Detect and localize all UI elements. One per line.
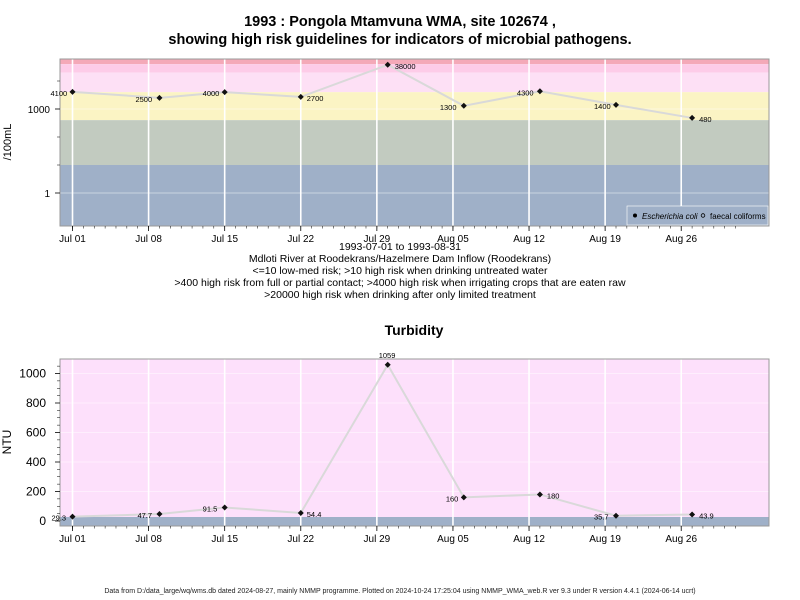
turbidity-plot-border	[59, 358, 770, 527]
micro-y-tick-label: 1000	[28, 105, 51, 116]
legend-ecoli-label: Escherichia coli	[642, 212, 698, 221]
legend-faecal-label: faecal coliforms	[710, 212, 766, 221]
micro-x-tick-label: Aug 19	[589, 234, 621, 245]
turbidity-gridlines	[60, 359, 769, 526]
turbidity-point	[689, 511, 696, 518]
ecoli-data-label: 4100	[51, 89, 68, 98]
ecoli-point	[460, 102, 467, 109]
ecoli-point	[156, 94, 163, 101]
turbidity-y-tick-label: 200	[26, 485, 46, 499]
turbidity-x-tick-label: Aug 05	[437, 534, 469, 545]
turbidity-x-tick-label: Aug 12	[513, 534, 545, 545]
turbidity-x-tick-label: Jul 08	[135, 534, 162, 545]
turbidity-point	[297, 509, 304, 516]
ecoli-point	[689, 114, 696, 121]
turbidity-x-axis: Jul 01 Jul 08 Jul 15 Jul 22 Jul 29 Aug 05 Aug …	[59, 526, 736, 545]
micro-x-tick-label: Jul 22	[287, 234, 314, 245]
ecoli-point	[69, 88, 76, 95]
risk-band	[60, 64, 769, 73]
turbidity-x-tick-label: Aug 26	[665, 534, 697, 545]
subtitle-risk-3: >20000 high risk when drinking after onl…	[264, 289, 536, 301]
risk-bands	[60, 59, 769, 226]
turbidity-y-tick-label: 800	[26, 396, 46, 410]
ecoli-point	[384, 61, 391, 68]
chart-title-line1: 1993 : Pongola Mtamvuna WMA, site 102674…	[244, 14, 556, 30]
turbidity-series: 29.3 47.7 91.5 54.4 1059 160 180 35.7 43.9	[52, 351, 714, 523]
ecoli-data-label: 2700	[307, 94, 324, 103]
micro-x-tick-label: Jul 29	[364, 234, 391, 245]
micro-x-tick-label: Aug 12	[513, 234, 545, 245]
turbidity-background	[60, 359, 769, 526]
turbidity-chart: Turbidity 0 200 400 600 800 1000 Jul 01 Jul 08…	[0, 322, 770, 545]
turbidity-y-tick-label: 0	[39, 514, 46, 528]
ecoli-data-label: 4000	[203, 89, 220, 98]
ecoli-point	[297, 93, 304, 100]
risk-band	[60, 59, 769, 65]
micro-y-axis-label: /100mL	[2, 124, 14, 161]
micro-y-tick-label: 1	[44, 189, 50, 200]
risk-band	[60, 120, 769, 165]
ecoli-data-label: 2500	[135, 95, 152, 104]
turbidity-low-band	[60, 517, 769, 526]
turbidity-data-label: 47.7	[137, 511, 152, 520]
turbidity-point	[536, 491, 543, 498]
micro-legend: Escherichia coli faecal coliforms	[626, 205, 769, 226]
turbidity-data-label: 1059	[379, 351, 396, 360]
turbidity-x-tick-label: Jul 01	[59, 534, 86, 545]
micro-x-tick-label: Jul 08	[135, 234, 162, 245]
subtitle-site: Mdloti River at Roodekrans/Hazelmere Dam…	[248, 253, 552, 265]
micro-chart: 1 1000 Jul 01 Jul 08 Jul 15 Jul 22 Jul 29 Aug …	[2, 58, 770, 245]
turbidity-point	[613, 512, 619, 519]
turbidity-y-axis-label: NTU	[0, 430, 14, 455]
turbidity-y-axis: 0 200 400 600 800 1000	[19, 365, 60, 528]
turbidity-data-label: 35.7	[594, 513, 609, 522]
turbidity-point	[221, 504, 228, 511]
micro-x-tick-label: Jul 01	[59, 234, 86, 245]
ecoli-data-label: 38000	[395, 62, 416, 71]
micro-y-axis: 1 1000	[28, 80, 60, 200]
chart-title-line2: showing high risk guidelines for indicat…	[168, 32, 632, 48]
subtitle-daterange: 1993-07-01 to 1993-08-31	[338, 241, 461, 253]
turbidity-x-tick-label: Jul 22	[287, 534, 314, 545]
turbidity-data-label: 160	[446, 494, 459, 503]
footer-note: Data from D:/data_large/wq/wms.db dated …	[104, 588, 696, 595]
turbidity-point	[384, 361, 391, 368]
turbidity-y-tick-label: 600	[26, 426, 46, 440]
micro-x-tick-label: Aug 26	[665, 234, 697, 245]
turbidity-point	[156, 510, 163, 517]
micro-x-tick-label: Aug 05	[437, 234, 469, 245]
subtitle-risk-1: <=10 low-med risk; >10 high risk when dr…	[252, 265, 548, 277]
ecoli-data-label: 1400	[594, 102, 611, 111]
ecoli-point	[536, 88, 543, 95]
risk-band	[60, 72, 769, 93]
turbidity-point	[460, 494, 467, 501]
turbidity-y-tick-label: 400	[26, 455, 46, 469]
ecoli-data-label: 1300	[440, 103, 457, 112]
turbidity-data-label: 43.9	[699, 512, 714, 521]
legend-ecoli-marker	[633, 213, 637, 218]
turbidity-x-tick-label: Aug 19	[589, 534, 621, 545]
micro-x-axis: Jul 01 Jul 08 Jul 15 Jul 22 Jul 29 Aug 05 Aug …	[59, 226, 736, 245]
ecoli-series: 4100 2500 4000 2700 38000 1300 4300 1400 480	[51, 61, 712, 124]
turbidity-x-tick-label: Jul 15	[211, 534, 238, 545]
turbidity-data-label: 180	[547, 491, 560, 500]
turbidity-x-tick-label: Jul 29	[364, 534, 391, 545]
micro-plot-border	[59, 58, 770, 227]
turbidity-title: Turbidity	[385, 322, 444, 338]
turbidity-data-label: 29.3	[52, 514, 67, 523]
turbidity-y-tick-label: 1000	[19, 367, 46, 381]
micro-x-tick-label: Jul 15	[211, 234, 238, 245]
subtitle-risk-2: >400 high risk from full or partial cont…	[174, 277, 626, 289]
turbidity-data-label: 54.4	[307, 510, 322, 519]
turbidity-point	[69, 513, 76, 520]
legend-faecal-marker	[700, 213, 706, 218]
ecoli-point	[613, 101, 619, 108]
turbidity-data-label: 91.5	[203, 505, 218, 514]
ecoli-data-label: 4300	[517, 88, 534, 97]
ecoli-data-label: 480	[699, 115, 712, 124]
legend-box	[626, 205, 769, 226]
micro-gridlines	[60, 59, 769, 226]
ecoli-point	[221, 89, 228, 96]
